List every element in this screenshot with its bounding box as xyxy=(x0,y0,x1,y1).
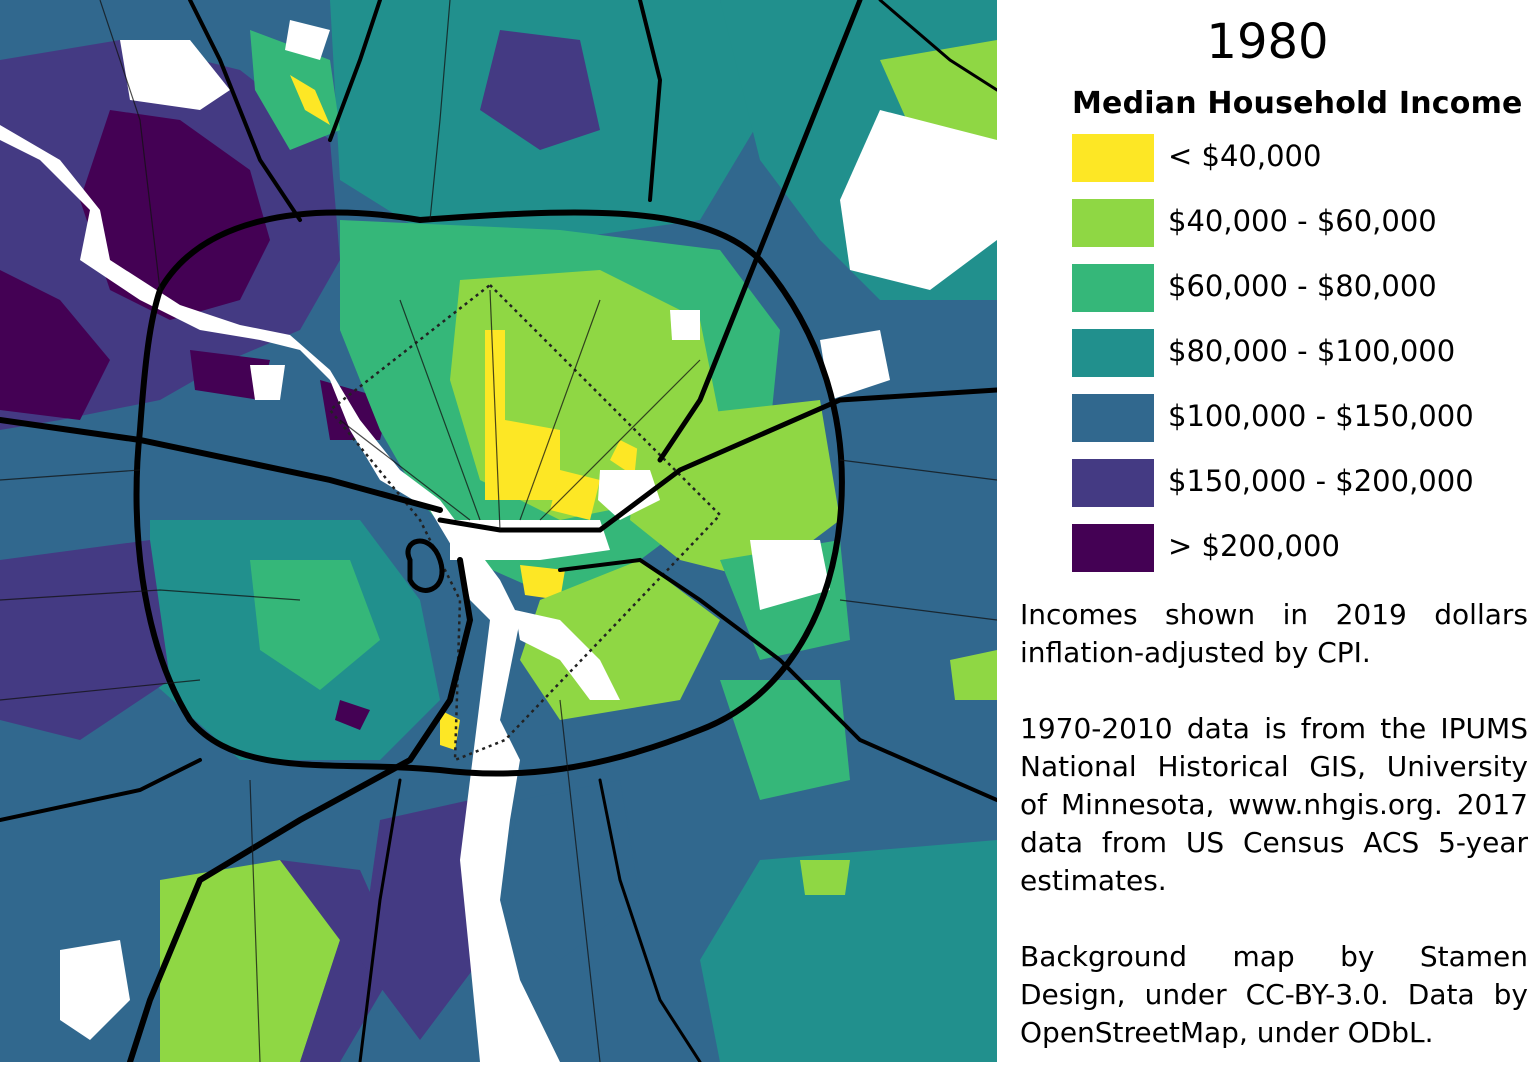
no-data-southwest xyxy=(60,940,130,1040)
tract-zone-core-5 xyxy=(520,565,565,600)
map-year: 1980 xyxy=(1206,14,1329,70)
minor-roads xyxy=(0,0,997,1062)
tract-zone-core-3 xyxy=(550,470,600,520)
road-west-1 xyxy=(0,469,141,481)
tract-zone-small-2 xyxy=(190,350,270,400)
tract-zone-south-light xyxy=(160,860,340,1062)
road-east-1 xyxy=(839,599,997,621)
no-data-northeast xyxy=(840,110,997,290)
road-east-2 xyxy=(839,459,997,481)
highway-northeast-edge xyxy=(878,0,997,92)
legend-label: $80,000 - $100,000 xyxy=(1168,334,1456,368)
no-data-northwest xyxy=(120,40,230,110)
legend-label: > $200,000 xyxy=(1168,529,1340,563)
highway-southwest xyxy=(0,758,202,822)
legend-swatch xyxy=(1072,134,1154,182)
tract-zone-west xyxy=(0,270,110,420)
note-inflation: Incomes shown in 2019 dollars inflation-… xyxy=(1020,598,1528,669)
choropleth-map xyxy=(0,0,997,1062)
legend-panel: 1980 Median Household Income < $40,000 $… xyxy=(1000,0,1535,1062)
highway-north xyxy=(328,0,382,142)
road-north-west xyxy=(99,0,161,291)
road-south-5 xyxy=(249,779,261,1062)
anacostia-river xyxy=(515,610,620,700)
road-network xyxy=(0,0,997,1062)
legend-label: $150,000 - $200,000 xyxy=(1168,464,1474,498)
road-georgia xyxy=(519,299,601,521)
no-data-north xyxy=(285,20,330,60)
tract-zone-north-purple xyxy=(480,30,600,150)
highway-north-2 xyxy=(638,0,663,202)
road-16th-street xyxy=(489,289,501,531)
no-data-center-east xyxy=(598,470,660,520)
tract-zone-north-green xyxy=(250,30,340,150)
no-data-west xyxy=(250,365,285,400)
tract-zone-south-purple-2 xyxy=(360,800,480,1040)
road-rhode-island xyxy=(539,359,701,521)
capital-beltway xyxy=(133,209,845,777)
legend-swatch xyxy=(1072,264,1154,312)
notes: Incomes shown in 2019 dollars inflation-… xyxy=(1020,596,1528,1090)
legend-label: $100,000 - $150,000 xyxy=(1168,399,1474,433)
highway-north-east xyxy=(657,0,863,463)
legend-swatch xyxy=(1072,459,1154,507)
no-data-north-small xyxy=(670,310,700,340)
tract-zone-potomac xyxy=(80,110,270,320)
tract-zone-southeast-green xyxy=(520,560,720,720)
legend-title: Median Household Income xyxy=(1072,86,1523,121)
tract-zone-east-green xyxy=(630,400,840,580)
tract-zone-southeast-teal xyxy=(720,680,850,800)
tract-zone-east-edge xyxy=(950,650,997,700)
highway-southeast xyxy=(558,557,997,802)
highway-50 xyxy=(437,387,997,533)
interchange-loop xyxy=(405,538,445,593)
highway-south-3 xyxy=(358,778,402,1062)
legend-label: < $40,000 xyxy=(1168,139,1322,173)
tract-zone-west-purple xyxy=(0,540,170,740)
legend-label: $40,000 - $60,000 xyxy=(1168,204,1437,238)
legend-swatch xyxy=(1072,199,1154,247)
no-data-east-2 xyxy=(750,540,830,610)
tract-zone-core-2 xyxy=(505,420,560,500)
road-south-4 xyxy=(559,699,601,1062)
road-west-2 xyxy=(0,589,301,601)
tract-zone-south-blue xyxy=(500,780,640,960)
legend-label: $60,000 - $80,000 xyxy=(1168,269,1437,303)
potomac-river xyxy=(0,125,560,1062)
road-connecticut xyxy=(399,299,481,521)
no-data-east xyxy=(820,330,890,400)
tract-zone-southeast-small xyxy=(800,860,850,895)
legend-swatch xyxy=(1072,329,1154,377)
highway-270 xyxy=(188,0,302,222)
highway-95-south xyxy=(127,557,474,1062)
road-wisconsin xyxy=(339,419,471,521)
highway-south-2 xyxy=(598,778,702,1062)
road-north-3 xyxy=(429,0,451,221)
legend-swatch xyxy=(1072,524,1154,572)
highway-66 xyxy=(0,417,443,513)
tract-zone-southeast xyxy=(700,840,997,1062)
tract-zone-southwest-green xyxy=(250,560,380,690)
road-west-3 xyxy=(0,679,201,701)
legend-swatch xyxy=(1072,394,1154,442)
tract-zone-north-yellow xyxy=(290,75,330,125)
note-data-source: 1970-2010 data is from the IPUMS Nationa… xyxy=(1020,712,1528,897)
tract-zone-alexandria-dark xyxy=(335,700,370,730)
map-canvas xyxy=(0,0,997,1062)
note-attribution: Background map by Stamen Design, under C… xyxy=(1020,940,1528,1049)
